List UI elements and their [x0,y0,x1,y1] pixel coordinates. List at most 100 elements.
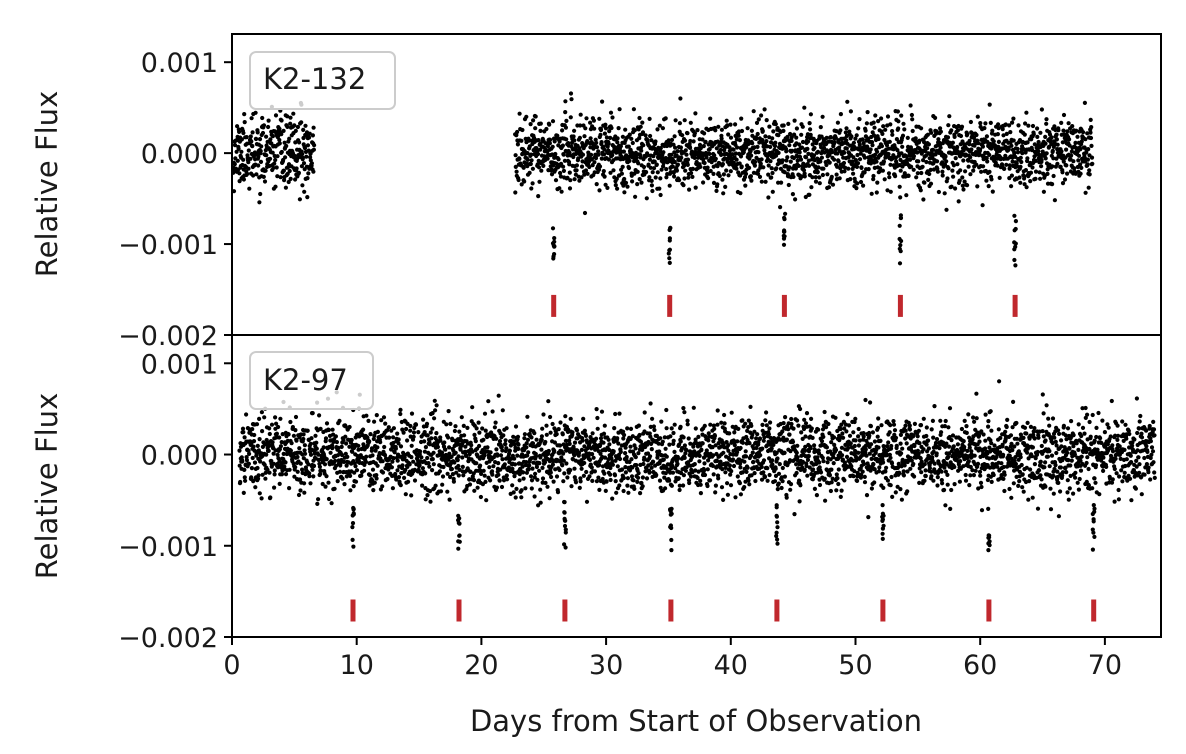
data-point [526,450,531,455]
data-point [507,448,512,453]
data-point [929,130,934,135]
data-point [715,182,720,187]
data-point [752,163,758,168]
data-point [901,121,906,126]
data-point [1039,164,1044,169]
data-point [652,427,657,433]
data-point [726,132,731,137]
data-point [425,433,430,438]
data-point [979,169,984,174]
data-point [584,469,589,475]
data-point [260,472,265,477]
data-point [420,466,425,471]
data-point [383,421,388,426]
data-point [522,179,527,184]
data-point [539,168,544,173]
data-point [734,157,739,162]
data-point [494,436,499,441]
data-point [592,469,598,474]
transit-point [782,229,787,234]
data-point [693,426,698,431]
data-point [863,128,868,133]
data-point [496,461,501,466]
data-point [693,111,698,116]
data-point [623,180,629,185]
data-point [1002,166,1007,171]
data-point [267,470,272,475]
data-point [765,478,770,483]
data-point [990,128,995,133]
data-point [648,133,653,139]
data-point [545,156,550,161]
data-point [551,479,556,484]
data-point [293,177,298,182]
data-point [594,140,599,145]
data-point [542,460,548,465]
data-point [692,462,697,467]
data-point [886,171,892,176]
data-point [530,166,536,171]
data-point [795,418,800,423]
data-point [678,145,684,150]
data-point [571,134,576,139]
data-point [868,147,873,152]
data-point [614,176,619,181]
data-point [525,437,531,442]
data-point [671,438,676,443]
data-point [581,416,586,421]
data-point [935,159,940,164]
data-point [649,138,654,143]
data-point [249,475,254,480]
data-point [648,165,653,170]
data-point [698,478,703,483]
data-point [1028,179,1033,184]
data-point [409,455,414,460]
data-point [637,115,642,121]
data-point [740,470,745,475]
data-point [608,472,613,477]
data-point [632,128,638,133]
data-point [827,473,833,478]
data-point [300,151,305,157]
data-point [297,197,302,202]
data-point [1055,161,1060,166]
data-point [521,476,526,481]
data-point [629,136,634,141]
data-point [546,448,551,454]
data-point [1078,162,1083,167]
data-point [688,474,694,479]
data-point [572,466,577,471]
data-point [700,137,705,142]
data-point [669,137,675,142]
data-point [745,126,750,131]
data-point [599,156,604,161]
data-point [482,411,488,416]
data-point [241,130,246,136]
data-point [760,446,765,451]
data-point [806,454,811,459]
data-point [516,177,521,183]
data-point [398,407,403,412]
data-point [275,174,280,179]
data-point [577,485,582,490]
data-point [1040,149,1045,154]
transit-point [552,239,557,244]
data-point [788,159,793,164]
data-point [1007,176,1012,181]
data-point [987,152,992,157]
data-point [804,155,809,160]
data-point [697,459,702,464]
data-point [279,132,284,137]
data-point [673,118,678,123]
data-point [836,159,841,164]
data-point [792,132,797,137]
data-point [716,476,721,481]
data-point [250,427,255,432]
data-point [735,474,740,479]
data-point [1075,134,1080,139]
data-point [725,481,730,486]
data-point [293,414,299,420]
data-point [806,151,811,156]
data-point [334,440,339,445]
data-point [652,159,657,164]
